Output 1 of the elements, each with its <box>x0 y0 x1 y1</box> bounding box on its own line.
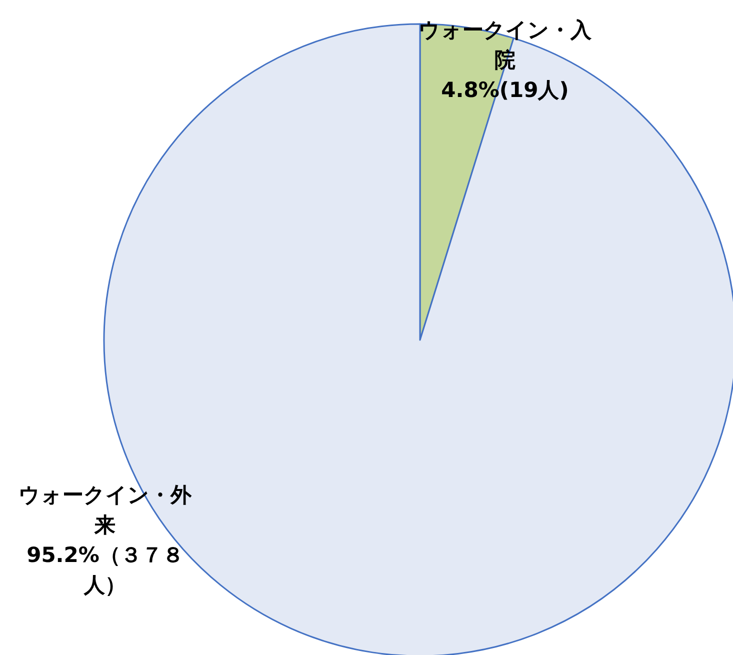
data-label: 95.2%（３７８人） <box>26 543 184 597</box>
